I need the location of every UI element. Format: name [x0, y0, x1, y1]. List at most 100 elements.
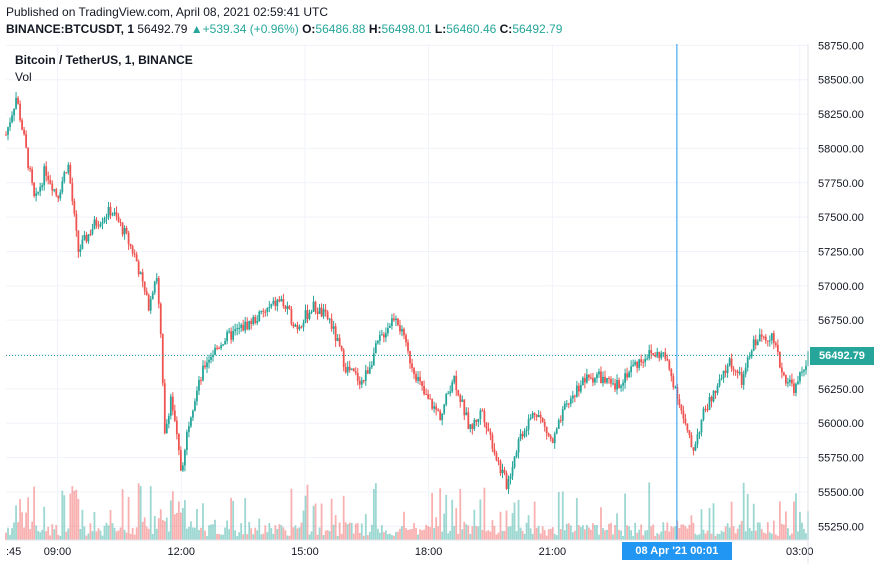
volume-bar: [590, 529, 592, 540]
volume-bar: [15, 505, 17, 540]
candle-body: [573, 395, 576, 397]
volume-bar: [35, 525, 38, 540]
candle-body: [77, 230, 80, 252]
volume-bar: [324, 530, 327, 540]
volume-bar: [23, 527, 25, 540]
volume-bar: [350, 522, 353, 540]
volume-bar: [71, 486, 74, 540]
volume-bar: [702, 529, 705, 540]
volume-bar: [537, 525, 540, 540]
candle-body: [318, 307, 321, 314]
volume-bar: [628, 526, 631, 540]
candle-body: [515, 452, 518, 457]
volume-bar: [459, 489, 462, 540]
candle-body: [764, 336, 767, 341]
candle-body: [192, 410, 194, 418]
volume-bar: [724, 526, 727, 540]
volume-bar: [344, 522, 347, 540]
candle-body: [525, 429, 528, 432]
candle-body: [505, 472, 508, 489]
candle-body: [240, 324, 243, 328]
volume-bar: [511, 512, 514, 540]
candle-body: [403, 328, 405, 336]
volume-bar: [447, 533, 450, 540]
volume-bar: [801, 522, 803, 540]
candle-body: [571, 395, 574, 399]
candle-body: [175, 420, 178, 435]
candle-body: [382, 334, 385, 338]
candle-body: [15, 97, 17, 109]
volume-bar: [228, 529, 231, 540]
volume-bar: [230, 497, 233, 540]
candle-body: [348, 366, 351, 371]
candle-body: [690, 435, 693, 448]
volume-bar: [638, 529, 641, 540]
volume-bar: [276, 528, 279, 540]
last-price-label: 56492.79: [810, 346, 874, 365]
candle-body: [702, 408, 705, 420]
axes: 55250.00 55500.00 55750.00 56000.00 56250.00…: [6, 40, 864, 564]
volume-bar: [640, 524, 643, 540]
volume-bar: [648, 482, 651, 540]
volume-bar: [354, 523, 357, 540]
y-tick-label: 58000.00: [818, 143, 864, 155]
candle-body: [360, 380, 363, 385]
volume-bar: [658, 534, 661, 540]
candle-body: [423, 385, 425, 395]
candle-body: [668, 360, 671, 370]
volume-bar: [487, 530, 490, 540]
candle-body: [29, 167, 32, 170]
volume-bar: [533, 501, 536, 540]
candle-body: [322, 309, 325, 317]
candle-body: [35, 193, 38, 197]
candle-body: [489, 431, 492, 435]
candle-body: [549, 435, 552, 439]
volume-bar: [113, 527, 116, 540]
candle-body: [694, 444, 697, 451]
volume-bar: [129, 533, 132, 540]
candle-body: [561, 409, 564, 421]
volume-bar: [196, 509, 198, 540]
volume-bar: [334, 515, 337, 540]
candle-body: [445, 393, 448, 405]
volume-bar: [208, 525, 210, 540]
volume-bar: [200, 527, 202, 540]
candle-body: [190, 417, 192, 427]
candle-body: [198, 380, 200, 391]
volume-bar: [159, 509, 162, 540]
volume-bar: [55, 524, 58, 540]
candle-body: [206, 362, 208, 368]
volume-bar: [539, 533, 542, 540]
candle-body: [39, 187, 42, 192]
candle-body: [610, 379, 612, 384]
volume-bars: [5, 482, 809, 540]
volume-bar: [718, 533, 721, 540]
volume-bar: [694, 533, 697, 540]
candle-body: [626, 373, 628, 378]
candle-body: [7, 127, 9, 135]
y-tick-label: 56750.00: [818, 315, 864, 327]
volume-bar: [171, 491, 174, 540]
legend-volume: Vol: [15, 70, 32, 84]
volume-bar: [501, 530, 504, 540]
volume-bar: [744, 531, 747, 540]
candle-body: [262, 310, 265, 312]
candle-body: [730, 358, 733, 369]
candle-body: [784, 375, 787, 384]
volume-bar: [678, 528, 681, 540]
candle-body: [9, 122, 11, 128]
candle-body: [350, 368, 353, 371]
volume-bar: [41, 529, 44, 540]
candle-body: [389, 326, 391, 328]
volume-bar: [183, 500, 186, 540]
candle-body: [620, 385, 622, 388]
candle-body: [399, 325, 401, 332]
candle-body: [734, 370, 737, 372]
candle-body: [133, 253, 136, 255]
candle-body: [11, 115, 13, 123]
candle-body: [79, 249, 82, 252]
volume-bar: [602, 528, 604, 540]
candle-body: [376, 340, 379, 344]
volume-bar: [340, 533, 343, 540]
